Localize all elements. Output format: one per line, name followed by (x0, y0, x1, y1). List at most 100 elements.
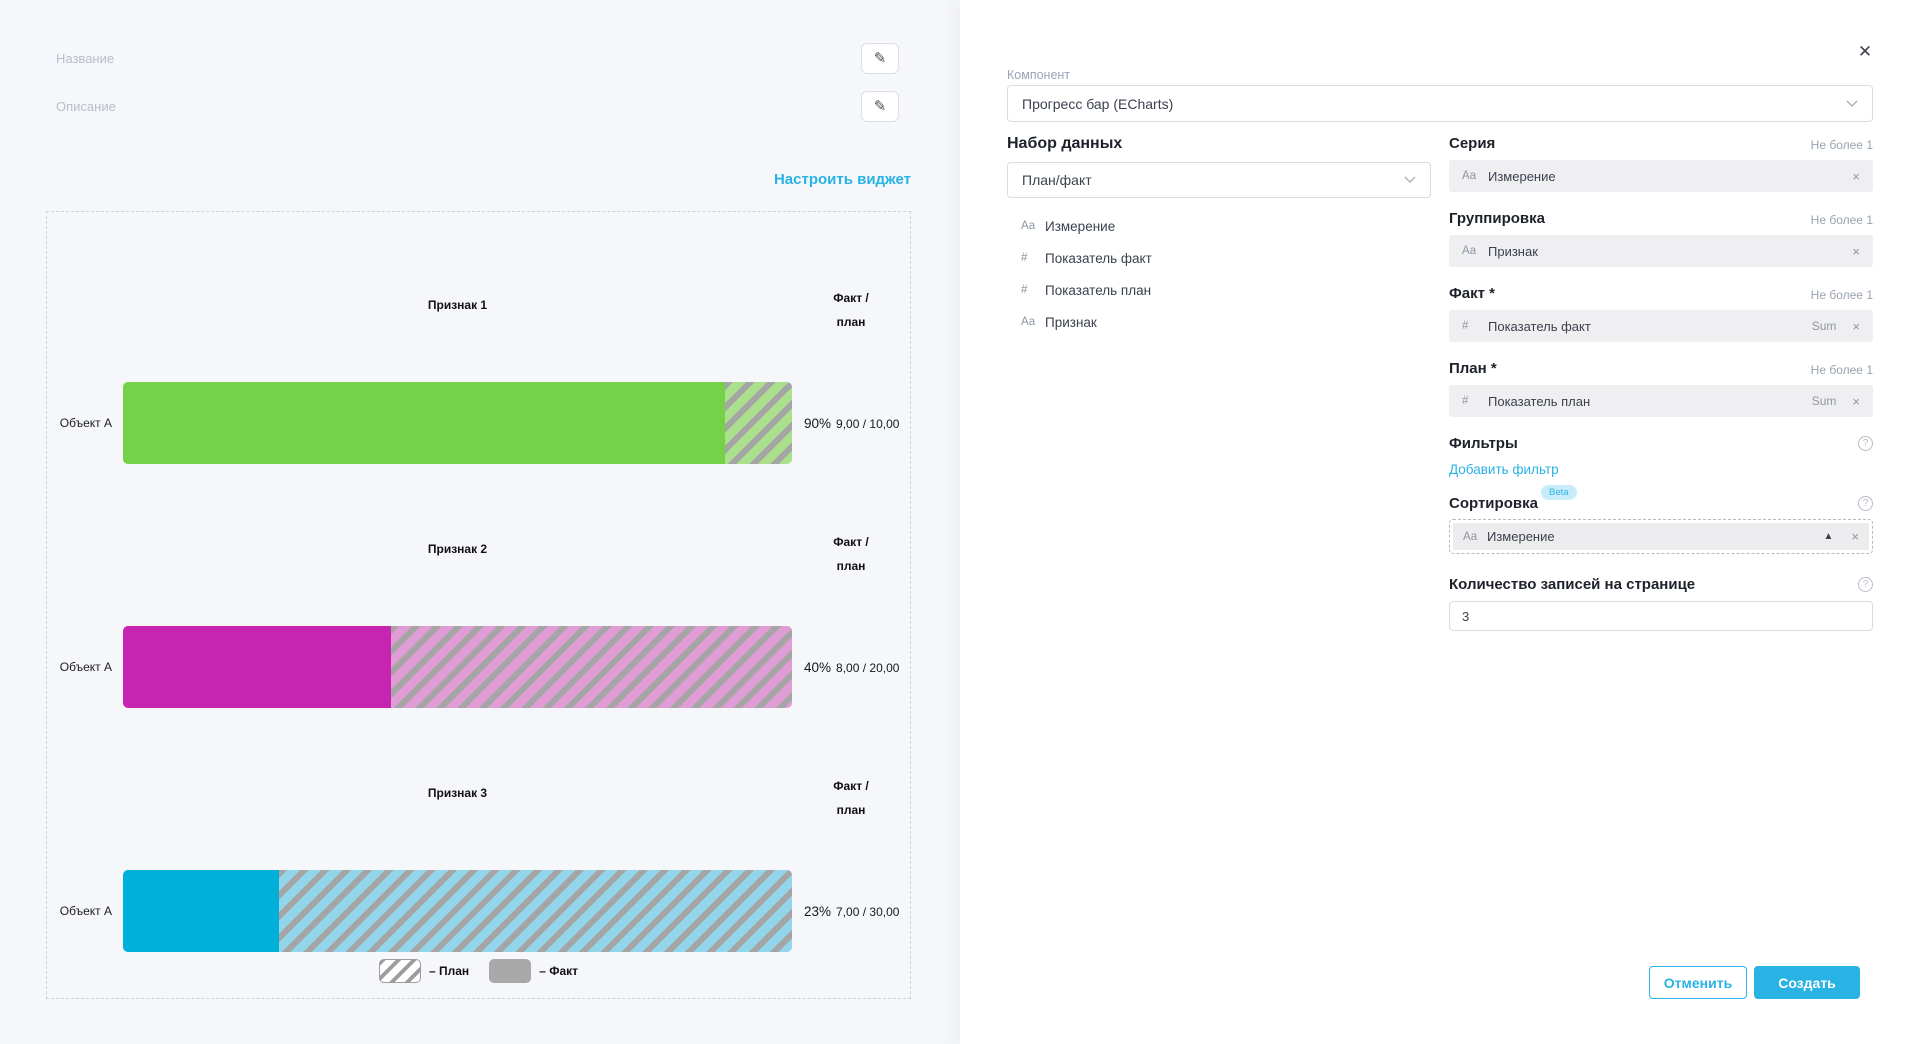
slot-limit: Не более 1 (1810, 213, 1873, 227)
remove-icon[interactable]: × (1852, 393, 1860, 409)
close-icon[interactable]: ✕ (1857, 42, 1873, 61)
field-item-priznak[interactable]: Аа Признак (1021, 314, 1097, 330)
dataset-select-value: План/факт (1022, 172, 1092, 188)
legend-plan-label: – План (429, 964, 470, 978)
beta-badge: Beta (1541, 485, 1577, 500)
edit-description-button[interactable]: ✎ (861, 90, 899, 122)
string-type-icon: Аа (1021, 316, 1036, 328)
legend-item-fact: – Факт (489, 959, 578, 983)
fact-plan-values: 8,00 / 20,00 (836, 660, 900, 675)
field-item-pokazatel-fakt[interactable]: # Показатель факт (1021, 250, 1152, 266)
remove-icon[interactable]: × (1852, 318, 1860, 334)
widget-preview-panel: Название ✎ Описание ✎ Настроить виджет П… (46, 40, 911, 999)
remove-icon[interactable]: × (1852, 168, 1860, 184)
string-type-icon: Аа (1462, 245, 1477, 257)
fact-chip[interactable]: # Показатель факт Sum × (1449, 310, 1873, 342)
configure-widget-link[interactable]: Настроить виджет (773, 171, 911, 188)
series-chip[interactable]: Аа Измерение × (1449, 160, 1873, 192)
aggregation-label[interactable]: Sum (1811, 394, 1837, 408)
plan-chip[interactable]: # Показатель план Sum × (1449, 385, 1873, 417)
bar-track (123, 626, 792, 708)
bar-track (123, 870, 792, 952)
group-title: Признак 3 (427, 786, 488, 800)
slot-label: Группировка (1449, 210, 1545, 227)
field-item-izmerenie[interactable]: Аа Измерение (1021, 218, 1116, 234)
percent-value: 40% (804, 659, 832, 675)
legend-item-plan: – План (379, 959, 469, 983)
slot-limit: Не более 1 (1810, 288, 1873, 302)
number-type-icon: # (1021, 252, 1028, 264)
component-select[interactable]: Прогресс бар (ECharts) (1007, 85, 1873, 122)
aggregation-label[interactable]: Sum (1811, 319, 1837, 333)
pencil-icon: ✎ (873, 98, 887, 115)
filters-label: Фильтры (1449, 435, 1518, 452)
bar-plan (390, 626, 792, 708)
number-type-icon: # (1462, 395, 1469, 407)
dataset-column: Набор данных План/факт Аа Измерение # По… (1007, 135, 1431, 332)
bar-track (123, 382, 792, 464)
percent-value: 23% (804, 903, 832, 919)
sorting-label: Сортировка (1449, 495, 1538, 512)
progress-bar-chart: Признак 1 Факт / план Объект А 90% 9,00 /… (46, 211, 911, 999)
sort-chip[interactable]: Аа Измерение ▲ × (1453, 523, 1869, 550)
plan-hatch-swatch (379, 959, 421, 983)
widget-name-field: Название ✎ (56, 40, 899, 76)
bar-group: Признак 1 Факт / план Объект А 90% 9,00 /… (47, 212, 910, 464)
category-label: Объект А (59, 416, 112, 430)
category-label: Объект А (59, 660, 112, 674)
slot-limit: Не более 1 (1810, 138, 1873, 152)
cancel-button[interactable]: Отменить (1649, 966, 1747, 999)
fact-plan-header: Факт / план (833, 535, 869, 573)
component-label: Компонент (1007, 68, 1071, 82)
number-type-icon: # (1021, 284, 1028, 296)
fact-swatch (489, 959, 532, 983)
edit-name-button[interactable]: ✎ (861, 42, 899, 74)
widget-config-drawer: ✕ Компонент Прогресс бар (ECharts) Набор… (960, 0, 1912, 1044)
pencil-icon: ✎ (873, 50, 887, 67)
group-title: Признак 1 (427, 298, 488, 312)
dataset-heading: Набор данных (1007, 135, 1123, 152)
group-title: Признак 2 (427, 542, 488, 556)
bar-value-label: 90% 9,00 / 10,00 (792, 416, 910, 431)
chevron-down-icon (1404, 176, 1416, 184)
percent-value: 90% (804, 415, 832, 431)
fact-plan-header: Факт / план (833, 779, 869, 817)
slot-label: Серия (1449, 135, 1496, 152)
field-item-pokazatel-plan[interactable]: # Показатель план (1021, 282, 1152, 298)
dataset-select[interactable]: План/факт (1007, 162, 1431, 198)
widget-description-field: Описание ✎ (56, 88, 899, 124)
widget-name-placeholder: Название (56, 50, 115, 66)
add-filter-link[interactable]: Добавить фильтр (1449, 462, 1559, 477)
bar-plan (725, 382, 792, 464)
page-size-input[interactable] (1449, 601, 1873, 631)
mapping-column: Серия Не более 1 Аа Измерение × Группиро… (1449, 135, 1873, 631)
dataset-field-list: Аа Измерение # Показатель факт # Показат… (1007, 198, 1431, 332)
slot-fact: Факт * Не более 1 # Показатель факт Sum … (1449, 285, 1873, 342)
slot-plan: План * Не более 1 # Показатель план Sum … (1449, 360, 1873, 417)
help-icon[interactable]: ? (1858, 436, 1873, 451)
fact-plan-values: 9,00 / 10,00 (836, 416, 900, 431)
sort-asc-icon[interactable]: ▲ (1823, 531, 1834, 542)
component-select-value: Прогресс бар (ECharts) (1022, 95, 1174, 112)
chevron-down-icon (1846, 99, 1858, 108)
legend-fact-label: – Факт (539, 964, 578, 978)
grouping-chip[interactable]: Аа Признак × (1449, 235, 1873, 267)
help-icon[interactable]: ? (1858, 496, 1873, 511)
remove-icon[interactable]: × (1851, 529, 1859, 544)
sort-dropzone[interactable]: Аа Измерение ▲ × (1449, 519, 1873, 554)
bar-value-label: 23% 7,00 / 30,00 (792, 904, 910, 919)
fact-plan-header: Факт / план (833, 291, 869, 329)
remove-icon[interactable]: × (1852, 243, 1860, 259)
slot-label: План * (1449, 360, 1497, 377)
create-button[interactable]: Создать (1754, 966, 1860, 999)
slot-series: Серия Не более 1 Аа Измерение × (1449, 135, 1873, 192)
category-label: Объект А (59, 904, 112, 918)
help-icon[interactable]: ? (1858, 577, 1873, 592)
string-type-icon: Аа (1463, 530, 1478, 543)
page-size-label: Количество записей на странице (1449, 576, 1696, 593)
bar-fact (123, 626, 391, 708)
bar-fact (123, 870, 280, 952)
bar-fact (123, 382, 726, 464)
bar-group: Признак 2 Факт / план Объект А 40% 8,00 /… (47, 456, 910, 708)
slot-limit: Не более 1 (1810, 363, 1873, 377)
